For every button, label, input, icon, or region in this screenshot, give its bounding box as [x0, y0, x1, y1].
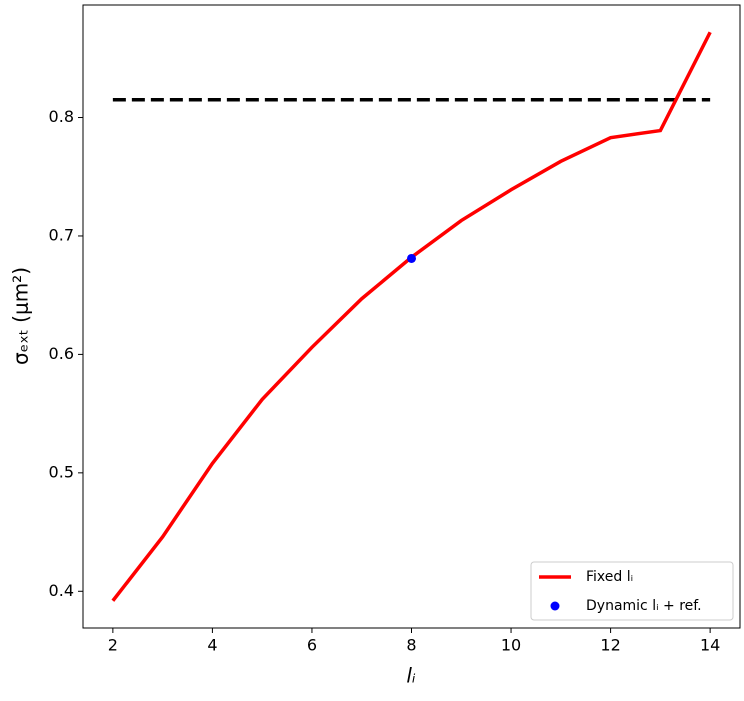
x-axis-label: lᵢ [406, 664, 416, 688]
data-point [407, 253, 416, 263]
data-line [111, 31, 712, 602]
legend-swatch [550, 601, 560, 611]
x-tick-label: 4 [207, 636, 217, 655]
legend-label: Dynamic lᵢ + ref. [586, 598, 702, 614]
x-tick-label: 8 [406, 636, 416, 655]
y-tick-label: 0.8 [49, 107, 74, 126]
legend-box [530, 561, 734, 621]
y-axis-label: σₑₓₜ (μm²) [9, 267, 33, 365]
x-tick-label: 12 [600, 636, 620, 655]
plot-frame [82, 4, 741, 629]
x-tick-label: 6 [307, 636, 317, 655]
x-tick-label: 10 [501, 636, 521, 655]
legend: Fixed lᵢ Dynamic lᵢ + ref. [530, 561, 734, 621]
y-tick-label: 0.7 [49, 225, 74, 244]
x-tick-label: 14 [700, 636, 720, 655]
x-tick-label: 2 [108, 636, 118, 655]
legend-label: Fixed lᵢ [586, 569, 633, 585]
y-tick-label: 0.5 [49, 462, 74, 481]
y-tick-label: 0.6 [49, 344, 74, 363]
y-tick-label: 0.4 [49, 581, 74, 600]
